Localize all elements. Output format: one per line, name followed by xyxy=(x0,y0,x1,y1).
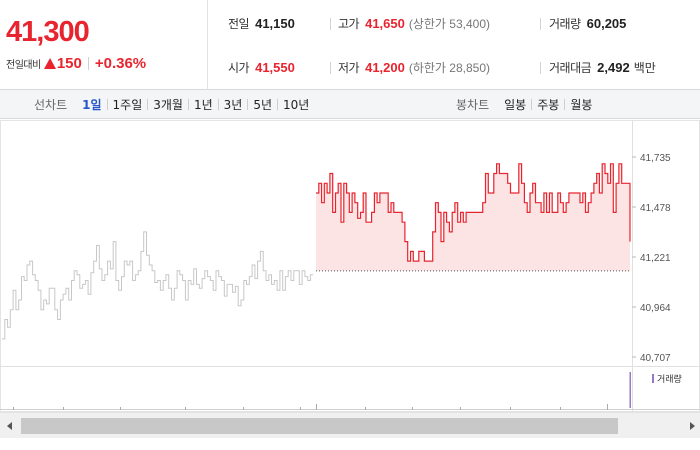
today-price-line xyxy=(316,163,631,262)
change-row: 전일대비 150 +0.36% xyxy=(6,53,146,73)
change-label: 전일대비 xyxy=(6,59,41,71)
stat-open-value: 41,550 xyxy=(255,59,295,75)
y-axis-ticks: 41,735 41,478 41,221 40,964 40,707 xyxy=(632,153,671,364)
price-summary: 41,300 전일대비 150 +0.36% 전일 41,150 고가 41,6… xyxy=(0,0,700,90)
change-rate: +0.36% xyxy=(94,54,147,72)
stat-open-label: 시가 xyxy=(228,60,250,75)
stat-prev-value: 41,150 xyxy=(255,15,295,31)
stat-divider xyxy=(540,18,541,30)
today-area-fill xyxy=(316,163,630,271)
change-value: 150 xyxy=(56,54,82,72)
tab-divider xyxy=(277,99,279,110)
up-triangle-icon xyxy=(43,57,56,69)
stat-divider xyxy=(330,18,331,30)
tab-10year[interactable]: 10년 xyxy=(283,98,310,112)
volume-legend-label: 거래량 xyxy=(657,373,682,385)
stat-divider xyxy=(330,62,331,74)
scroll-left-icon[interactable] xyxy=(7,422,12,430)
tab-5year[interactable]: 5년 xyxy=(253,98,273,112)
tab-1week[interactable]: 1주일 xyxy=(112,98,143,112)
stat-volume: 거래량 60,205 xyxy=(549,12,626,34)
tab-divider xyxy=(247,99,249,110)
stat-amount-unit: 백만 xyxy=(633,60,656,75)
chart-series xyxy=(2,163,631,340)
stat-low-value: 41,200 xyxy=(365,59,405,75)
y-tick-label: 40,707 xyxy=(640,353,671,364)
volume-pane: 거래량 xyxy=(13,372,682,410)
scroll-right-icon[interactable] xyxy=(690,422,695,430)
tab-divider xyxy=(187,99,189,110)
line-chart-tabs: 선차트 1일 1주일 3개월 1년 3년 5년 10년 xyxy=(34,90,314,119)
tab-daily-candle[interactable]: 일봉 xyxy=(504,98,527,112)
stat-divider xyxy=(540,62,541,74)
stat-volume-value: 60,205 xyxy=(586,15,627,31)
tab-divider xyxy=(217,99,219,110)
stat-amount-label: 거래대금 xyxy=(549,60,592,75)
y-tick-label: 41,221 xyxy=(640,253,671,264)
intraday-chart: 41,735 41,478 41,221 40,964 40,707 거래량 xyxy=(0,120,700,412)
tab-divider xyxy=(531,99,533,110)
tab-monthly-candle[interactable]: 월봉 xyxy=(570,98,593,112)
stat-low-extra: (하한가 28,850) xyxy=(408,60,491,75)
y-tick-label: 41,735 xyxy=(640,153,671,164)
tab-3month[interactable]: 3개월 xyxy=(153,98,183,112)
tab-divider xyxy=(564,99,566,110)
chart-tab-bar: 선차트 1일 1주일 3개월 1년 3년 5년 10년 봉차트 일봉 주봉 월봉 xyxy=(0,90,700,119)
stat-low-label: 저가 xyxy=(338,60,360,75)
chart-scrollbar[interactable] xyxy=(0,412,700,438)
tab-divider xyxy=(147,99,149,110)
stat-volume-label: 거래량 xyxy=(549,16,581,31)
scroll-thumb[interactable] xyxy=(21,418,618,434)
current-price-box: 41,300 전일대비 150 +0.36% xyxy=(0,0,208,90)
tab-3year[interactable]: 3년 xyxy=(223,98,243,112)
current-price: 41,300 xyxy=(6,16,90,48)
stat-amount-value: 2,492 xyxy=(597,59,630,75)
stat-high-value: 41,650 xyxy=(365,15,405,31)
candle-chart-title: 봉차트 xyxy=(456,98,490,112)
y-tick-label: 40,964 xyxy=(640,303,671,314)
prev-day-line xyxy=(2,231,314,340)
stat-high-label: 고가 xyxy=(338,16,360,31)
stat-open: 시가 41,550 xyxy=(228,56,295,78)
stat-amount: 거래대금 2,492 백만 xyxy=(549,56,656,78)
stat-prev-label: 전일 xyxy=(228,16,250,31)
tab-divider xyxy=(106,99,108,110)
stat-prev: 전일 41,150 xyxy=(228,12,295,34)
stat-low: 저가 41,200 (하한가 28,850) xyxy=(338,56,490,78)
tab-weekly-candle[interactable]: 주봉 xyxy=(537,98,560,112)
tab-1day[interactable]: 1일 xyxy=(82,98,102,112)
candle-chart-tabs: 봉차트 일봉 주봉 월봉 xyxy=(456,90,597,119)
change-divider xyxy=(87,56,89,70)
stat-high: 고가 41,650 (상한가 53,400) xyxy=(338,12,490,34)
stat-high-extra: (상한가 53,400) xyxy=(408,16,491,31)
y-tick-label: 41,478 xyxy=(640,203,671,214)
line-chart-title: 선차트 xyxy=(34,98,68,112)
volume-bar xyxy=(629,372,631,408)
volume-legend-swatch xyxy=(652,374,654,383)
tab-1year[interactable]: 1년 xyxy=(193,98,213,112)
